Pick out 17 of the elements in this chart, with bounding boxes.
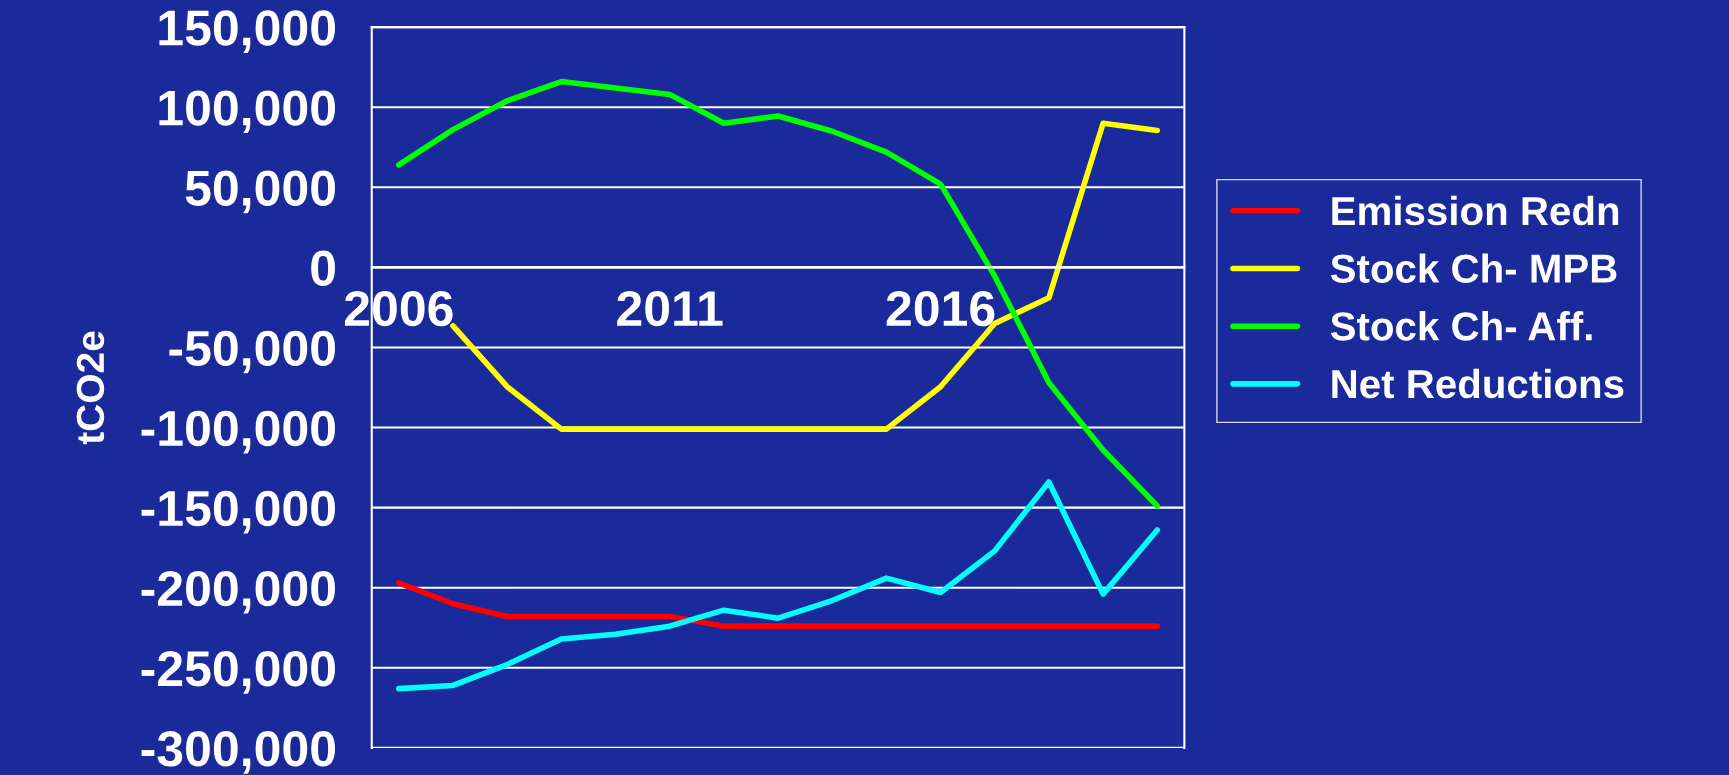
- y-tick-label: 0: [311, 250, 335, 286]
- legend-label: Emission Redn: [1332, 195, 1619, 226]
- x-tick-label: 2016: [886, 290, 995, 327]
- y-tick-label: -150,000: [141, 490, 335, 534]
- legend-label: Net Reductions: [1332, 368, 1624, 399]
- y-axis-title: tCO2e: [76, 331, 105, 445]
- legend-label: Stock Ch- MPB: [1330, 253, 1617, 283]
- y-tick-label: -50,000: [169, 330, 335, 374]
- y-tick-label: -100,000: [141, 410, 335, 454]
- y-tick-label: -250,000: [141, 650, 335, 694]
- y-tick-label: 150,000: [159, 10, 335, 53]
- y-tick-label: -200,000: [141, 570, 335, 614]
- y-tick-label: 100,000: [159, 90, 335, 134]
- y-tick-label: -300,000: [141, 731, 335, 774]
- y-tick-label: 50,000: [185, 170, 335, 214]
- legend-label: Stock Ch- Aff.: [1330, 311, 1592, 341]
- x-tick-label: 2011: [617, 290, 723, 327]
